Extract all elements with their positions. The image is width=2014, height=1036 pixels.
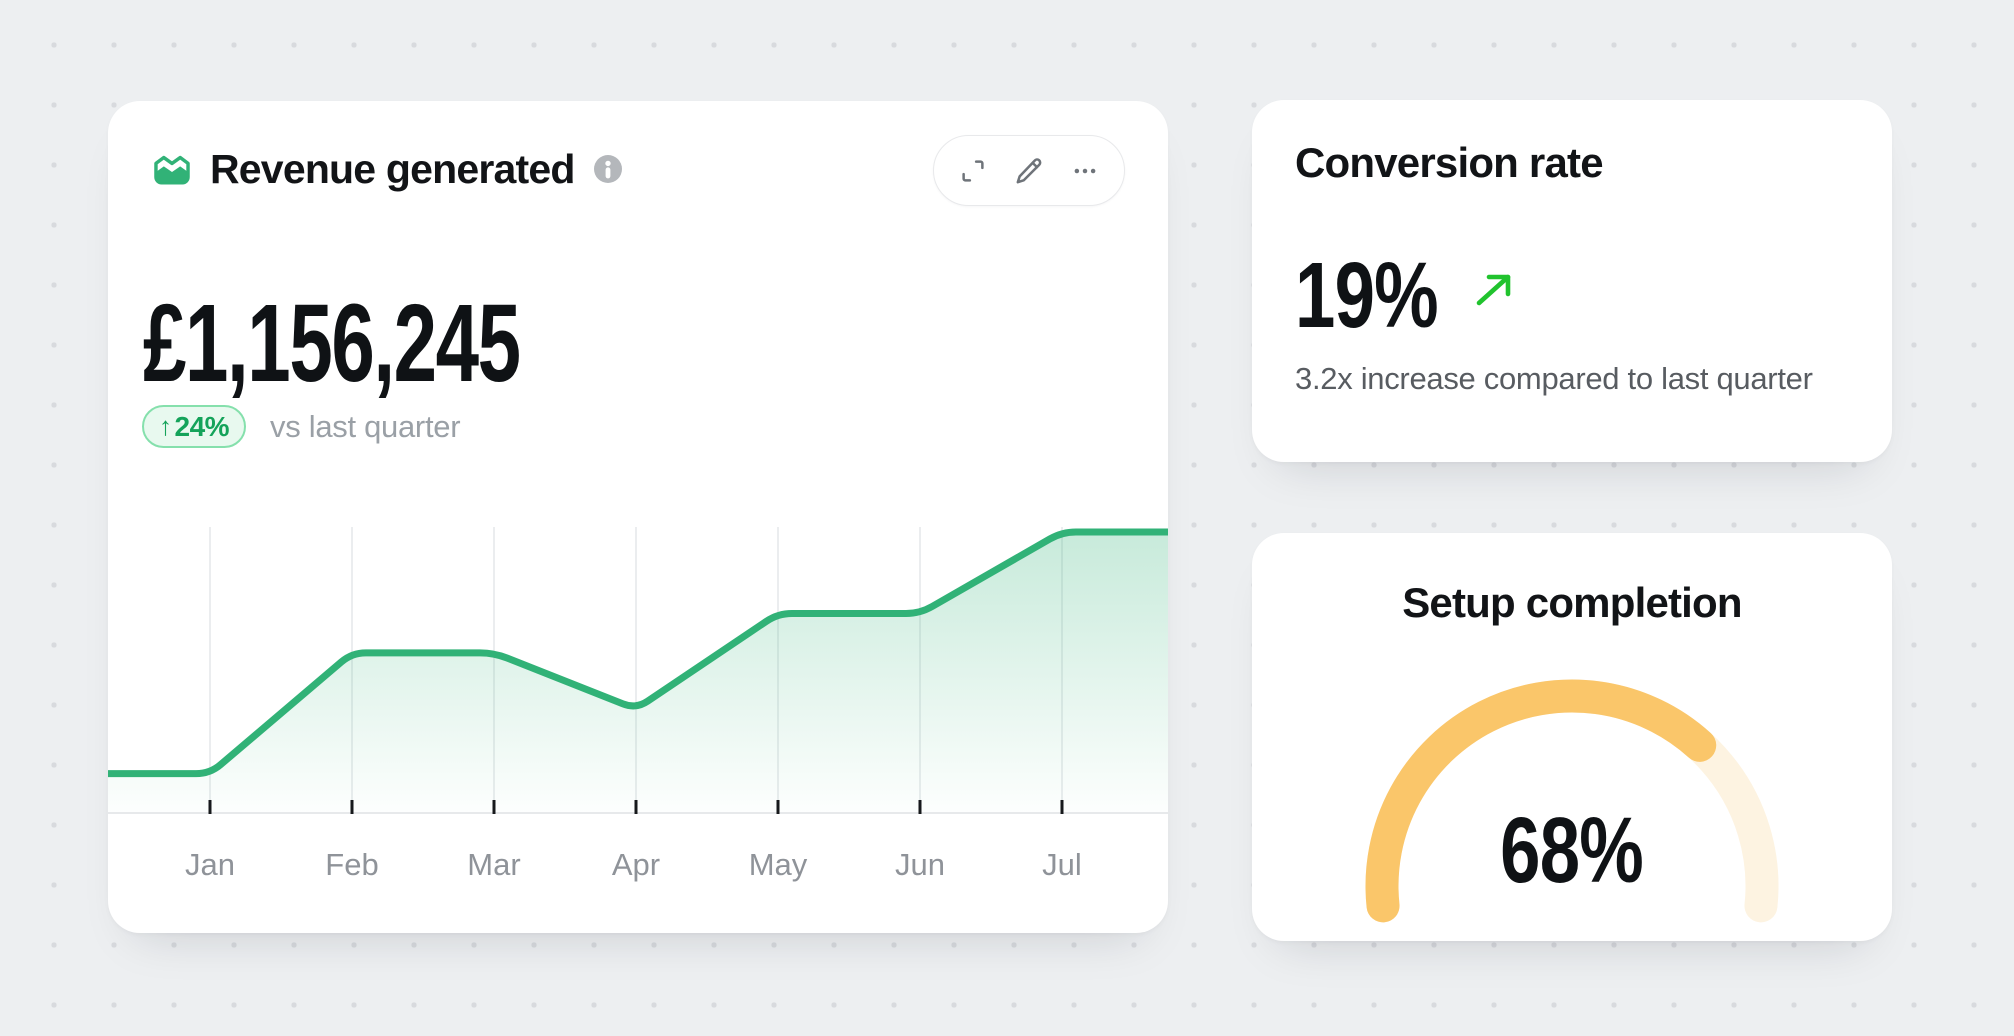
- expand-button[interactable]: [956, 154, 990, 188]
- edit-button[interactable]: [1012, 154, 1046, 188]
- pencil-icon: [1013, 155, 1045, 187]
- setup-card-title: Setup completion: [1402, 579, 1742, 626]
- month-label: Mar: [467, 847, 520, 882]
- chart-area-fill: [108, 532, 1168, 813]
- revenue-value: £1,156,245: [143, 282, 521, 405]
- conversion-rate-card: Conversion rate 19% 3.2x increase compar…: [1252, 100, 1892, 462]
- delta-badge-value: 24%: [174, 410, 230, 442]
- month-label: Jun: [895, 847, 945, 882]
- revenue-card-title: Revenue generated: [210, 145, 575, 192]
- comparison-label: vs last quarter: [270, 408, 461, 444]
- gauge-fill: [1365, 679, 1717, 923]
- conversion-value: 19%: [1295, 243, 1439, 347]
- delta-badge: ↑ 24%: [142, 405, 247, 448]
- setup-completion-card: Setup completion 68%: [1252, 533, 1892, 941]
- month-label: Jul: [1042, 847, 1082, 882]
- revenue-card: Revenue generated: [108, 101, 1168, 933]
- chart-line: [108, 528, 1168, 778]
- month-label: May: [749, 847, 808, 882]
- revenue-comparison-row: ↑ 24% vs last quarter: [142, 405, 461, 448]
- area-chart-icon: [152, 151, 192, 187]
- setup-gauge-chart: [1365, 679, 1779, 923]
- ellipsis-icon: [1070, 156, 1100, 186]
- month-label: Feb: [325, 847, 378, 882]
- expand-icon: [958, 156, 988, 186]
- setup-percent-value: 68%: [1500, 798, 1645, 902]
- more-button[interactable]: [1068, 154, 1102, 188]
- revenue-card-toolbar: [933, 135, 1125, 206]
- month-label: Jan: [185, 847, 235, 882]
- revenue-card-header: Revenue generated: [152, 147, 623, 191]
- up-arrow-icon: ↑: [159, 411, 172, 441]
- conversion-card-title: Conversion rate: [1295, 139, 1604, 186]
- conversion-subtitle: 3.2x increase compared to last quarter: [1295, 361, 1813, 396]
- info-icon[interactable]: [593, 154, 623, 184]
- trend-up-arrow-icon: [1473, 272, 1517, 308]
- revenue-area-chart: Jan Feb Mar Apr May Jun Jul: [108, 527, 1168, 882]
- month-label: Apr: [612, 847, 660, 882]
